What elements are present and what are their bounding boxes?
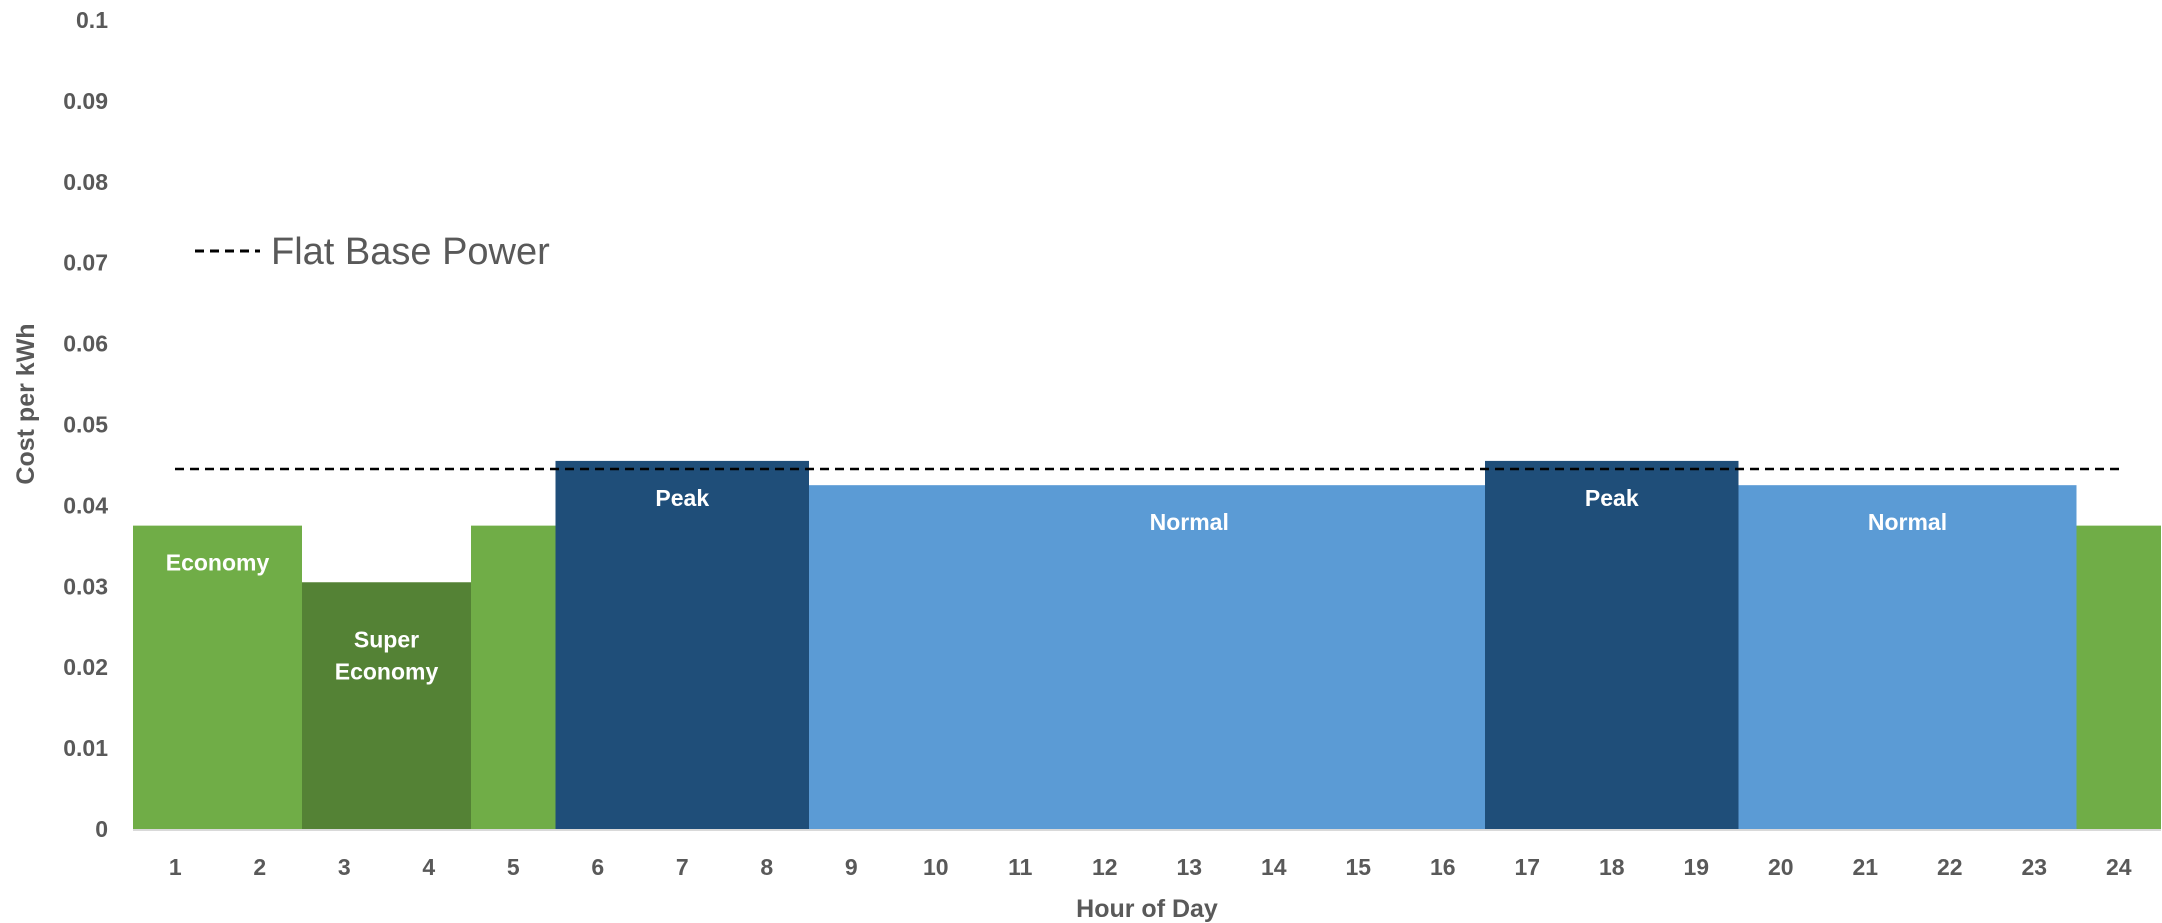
x-tick-label: 24 (2106, 854, 2132, 880)
bar-peak-4 (555, 460, 809, 829)
x-tick-label: 19 (1683, 854, 1709, 880)
x-tick-label: 22 (1937, 854, 1963, 880)
band-label: Normal (1868, 509, 1947, 535)
x-tick-label: 13 (1176, 854, 1202, 880)
x-tick-label: 2 (253, 854, 266, 880)
x-tick-label: 8 (760, 854, 773, 880)
x-tick-label: 7 (676, 854, 689, 880)
x-tick-label: 1 (169, 854, 182, 880)
x-tick-label: 9 (845, 854, 858, 880)
x-tick-label: 14 (1261, 854, 1287, 880)
x-tick-label: 10 (923, 854, 949, 880)
y-axis-title: Cost per kWh (12, 323, 40, 484)
bar-normal-6 (893, 485, 1485, 829)
cost-bands (133, 460, 2161, 829)
bar-segment-3 (471, 525, 556, 829)
x-tick-label: 4 (422, 854, 435, 880)
bar-normal-8 (1738, 485, 2077, 829)
x-tick-label: 18 (1599, 854, 1625, 880)
bar-segment-5 (809, 485, 894, 829)
band-label: Peak (1585, 485, 1639, 511)
y-tick-label: 0.04 (63, 492, 108, 518)
bar-economy-1 (133, 525, 302, 829)
x-tick-label: 12 (1092, 854, 1118, 880)
legend-label: Flat Base Power (271, 231, 550, 273)
band-label: Peak (655, 485, 709, 511)
bar-peak-7 (1485, 460, 1739, 829)
y-tick-label: 0 (95, 816, 108, 842)
x-tick-label: 17 (1514, 854, 1540, 880)
y-tick-label: 0.1 (76, 7, 108, 33)
legend: Flat Base Power (195, 231, 550, 273)
x-tick-label: 21 (1852, 854, 1878, 880)
band-label: Economy (335, 658, 439, 684)
x-tick-label: 16 (1430, 854, 1456, 880)
x-axis-title: Hour of Day (1076, 895, 1218, 923)
x-tick-label: 23 (2021, 854, 2047, 880)
bar-segment-9 (2076, 525, 2161, 829)
x-tick-label: 11 (1008, 854, 1033, 880)
y-axis-ticks: 0 0.01 0.02 0.03 0.04 0.05 0.06 0.07 0.08 0.09 0.1 (63, 7, 108, 842)
x-tick-label: 15 (1345, 854, 1371, 880)
x-tick-label: 3 (338, 854, 351, 880)
y-tick-label: 0.09 (63, 88, 108, 114)
band-labels: Economy Super Economy Peak Normal Peak Normal (166, 485, 1947, 684)
y-tick-label: 0.01 (63, 735, 108, 761)
y-tick-label: 0.03 (63, 573, 108, 599)
y-tick-label: 0.07 (63, 250, 108, 276)
bar-super-economy-2 (302, 582, 471, 829)
band-label: Super (354, 626, 419, 652)
y-tick-label: 0.06 (63, 331, 108, 357)
y-tick-label: 0.02 (63, 654, 108, 680)
x-tick-label: 5 (507, 854, 520, 880)
y-tick-label: 0.08 (63, 169, 108, 195)
x-tick-label: 20 (1768, 854, 1794, 880)
y-tick-label: 0.05 (63, 412, 108, 438)
band-label: Normal (1150, 509, 1229, 535)
x-axis-ticks: 1 2 3 4 5 6 7 8 9 10 11 12 13 14 15 16 17 18 19 20 21 22 23 24 (169, 854, 2132, 880)
x-tick-label: 6 (591, 854, 604, 880)
band-label: Economy (166, 550, 270, 576)
